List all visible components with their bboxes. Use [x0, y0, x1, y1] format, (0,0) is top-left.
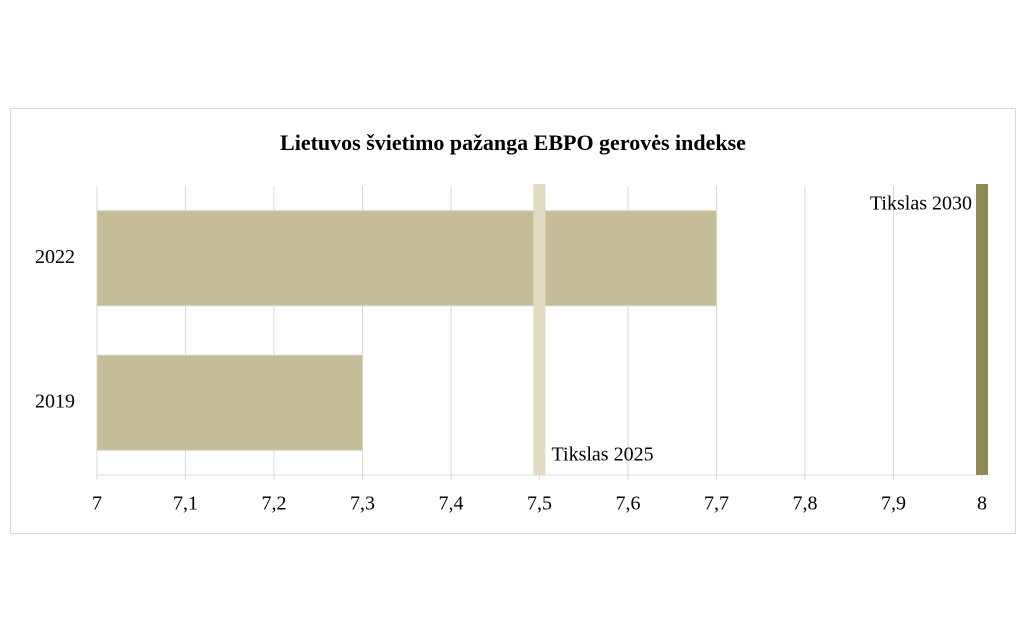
reference-label: Tikslas 2025	[552, 444, 654, 466]
x-tick-label: 7,3	[350, 493, 375, 515]
x-tick-label: 7,5	[527, 493, 552, 515]
x-tick-label: 8	[977, 493, 987, 515]
bar	[96, 210, 717, 307]
chart-frame	[10, 108, 1016, 534]
bar	[96, 354, 363, 451]
x-tick-label: 7,4	[439, 493, 464, 515]
x-tick-label: 7,9	[881, 493, 906, 515]
reference-label: Tikslas 2030	[870, 193, 972, 215]
x-tick-label: 7,2	[262, 493, 287, 515]
x-tick-label: 7,6	[616, 493, 641, 515]
y-tick-label: 2019	[35, 390, 75, 412]
x-tick-label: 7,1	[173, 493, 198, 515]
x-tick-label: 7,8	[793, 493, 818, 515]
y-tick-label: 2022	[35, 246, 75, 268]
x-tick-label: 7,7	[704, 493, 729, 515]
x-tick-label: 7	[92, 493, 102, 515]
chart-title: Lietuvos švietimo pažanga EBPO gerovės i…	[280, 130, 746, 155]
